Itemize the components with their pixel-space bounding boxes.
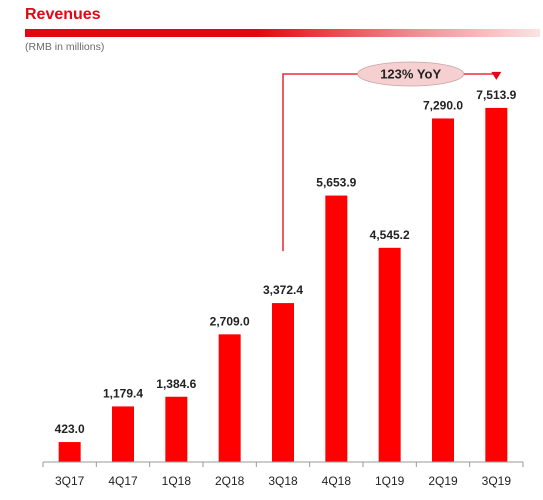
value-label-3q17: 423.0 [55, 422, 85, 436]
value-label-3q19: 7,513.9 [476, 88, 516, 102]
x-tick-label-3q18: 3Q18 [268, 474, 298, 488]
value-labels-group: 423.0 1,179.4 1,384.6 2,709.0 3,372.4 5,653.9… [55, 88, 517, 436]
value-label-1q18: 1,384.6 [156, 377, 196, 391]
value-label-2q19: 7,290.0 [423, 98, 463, 112]
chart-title: Revenues [25, 6, 101, 23]
bar-1q19 [378, 247, 401, 462]
yoy-label: 123% YoY [380, 67, 441, 82]
bars-group [58, 107, 508, 463]
x-tick-label-3q17: 3Q17 [55, 474, 85, 488]
title-underline [25, 29, 540, 37]
x-tick-label-3q19: 3Q19 [482, 474, 512, 488]
x-tick-label-1q19: 1Q19 [375, 474, 405, 488]
bar-3q18 [272, 303, 294, 462]
x-tick-label-4q18: 4Q18 [322, 474, 352, 488]
bar-1q18 [165, 396, 188, 462]
bar-4q17 [112, 406, 134, 462]
bar-2q18 [218, 334, 241, 462]
chart-subtitle: (RMB in millions) [25, 41, 105, 53]
x-tick-label-2q19: 2Q19 [428, 474, 458, 488]
yoy-callout: 123% YoY [282, 61, 502, 252]
x-tick-labels-group: 3Q17 4Q17 1Q18 2Q18 3Q18 4Q18 1Q19 2Q19 3Q19 [55, 474, 511, 488]
x-tick-label-1q18: 1Q18 [162, 474, 192, 488]
bar-4q18 [325, 195, 348, 462]
bar-3q19 [485, 107, 508, 462]
value-label-2q18: 2,709.0 [210, 314, 250, 328]
value-label-4q18: 5,653.9 [316, 176, 356, 190]
yoy-badge [357, 61, 465, 87]
x-tick-marks-group [42, 462, 524, 467]
x-tick-label-2q18: 2Q18 [215, 474, 245, 488]
yoy-arrowhead [491, 71, 502, 80]
bar-3q17 [58, 442, 81, 462]
yoy-bracket-line [282, 72, 497, 252]
x-tick-label-4q17: 4Q17 [108, 474, 138, 488]
value-label-1q19: 4,545.2 [370, 228, 410, 242]
bar-2q19 [432, 118, 454, 463]
value-label-4q17: 1,179.4 [103, 386, 143, 400]
value-label-3q18: 3,372.4 [263, 283, 303, 297]
